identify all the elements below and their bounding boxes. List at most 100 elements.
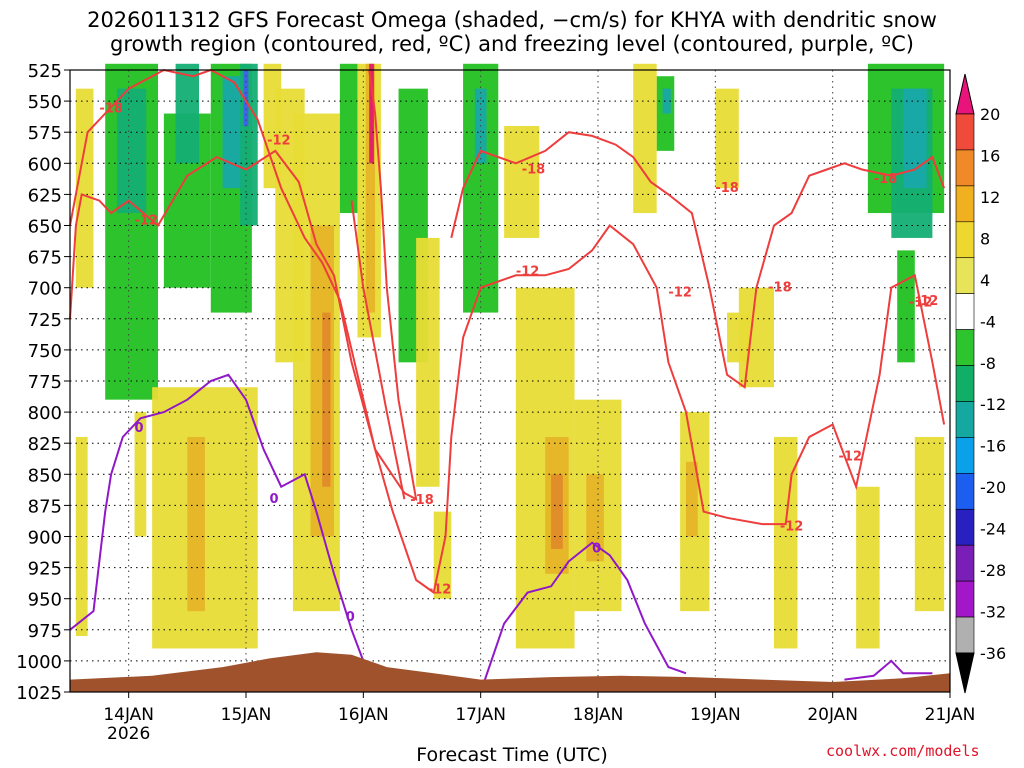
- dgz-contour-label: -18: [99, 101, 123, 116]
- x-tick-label: 20JAN: [807, 705, 858, 725]
- omega-cell: [116, 88, 147, 214]
- omega-cell: [633, 63, 657, 214]
- omega-cell: [715, 88, 739, 189]
- y-tick-label: 650: [28, 217, 62, 238]
- colorbar-label: -32: [980, 603, 1006, 622]
- y-tick-label: 1000: [16, 652, 62, 673]
- freezing-contour-label: 0: [135, 421, 144, 436]
- x-tick-label: 14JAN: [103, 705, 154, 725]
- x-tick-label: 21JAN: [925, 705, 976, 725]
- dgz-contour-label: -12: [428, 583, 452, 598]
- chart-title-line2: growth region (contoured, red, ºC) and f…: [110, 32, 914, 56]
- dgz-contour-label: -12: [915, 294, 939, 309]
- y-tick-label: 825: [28, 434, 62, 455]
- dgz-contour-label: -18: [874, 172, 898, 187]
- omega-cell: [586, 474, 604, 562]
- omega-shading: [75, 63, 945, 649]
- omega-cell: [416, 237, 440, 487]
- y-tick-label: 750: [28, 341, 62, 362]
- y-tick-label: 1025: [16, 683, 62, 704]
- dgz-contour-label: -18: [715, 181, 739, 196]
- dgz-contour-label: -18: [522, 162, 546, 177]
- omega-cell: [339, 63, 358, 214]
- colorbar-swatch: [955, 580, 975, 618]
- x-tick-label: 16JAN: [338, 705, 389, 725]
- y-tick-label: 800: [28, 403, 62, 424]
- colorbar-label: 4: [980, 271, 990, 290]
- dgz-contour-18b: [450, 131, 946, 389]
- colorbar-label: 12: [980, 188, 1000, 207]
- chart-title-line1: 2026011312 GFS Forecast Omega (shaded, −…: [87, 8, 937, 32]
- colorbar-label: 16: [980, 146, 1000, 165]
- y-tick-label: 900: [28, 528, 62, 549]
- y-tick-label: 525: [28, 61, 62, 82]
- colorbar-label: -28: [980, 561, 1006, 580]
- dgz-contour-label: -12: [909, 295, 933, 310]
- colorbar-swatch: [955, 149, 975, 187]
- y-tick-label: 725: [28, 310, 62, 331]
- freezing-contour-label: 0: [346, 610, 355, 625]
- colorbar-swatch: [955, 257, 975, 294]
- colorbar-label: -16: [980, 437, 1006, 456]
- colorbar-swatch: [955, 185, 975, 223]
- colorbar-swatch: [955, 437, 975, 474]
- omega-cell: [504, 125, 540, 238]
- colorbar-bottom-arrow: [955, 652, 975, 694]
- colorbar-swatch: [955, 544, 975, 582]
- dgz-contour-label: -18: [410, 493, 434, 508]
- omega-cell: [240, 63, 258, 226]
- colorbar-swatch: [955, 113, 975, 151]
- colorbar-label: -20: [980, 478, 1006, 497]
- colorbar-label: -36: [980, 644, 1006, 663]
- colorbar-label: 20: [980, 105, 1000, 124]
- omega-cell: [365, 63, 376, 313]
- dgz-contour-label: -12: [135, 213, 159, 228]
- dgz-contour-18a: [69, 68, 418, 502]
- x-axis-label: Forecast Time (UTC): [416, 744, 608, 766]
- dgz-contour-18c: [350, 200, 406, 500]
- colorbar-swatch: [955, 293, 975, 330]
- omega-cell: [662, 88, 671, 114]
- x-year-label: 2026: [107, 724, 150, 744]
- dgz-contour-12: [69, 149, 946, 595]
- omega-cell: [914, 436, 945, 612]
- x-tick-label: 15JAN: [221, 705, 272, 725]
- contour-lines: -18-12-12-18-12-18-12 -18-12-18-12-12-12-…: [69, 68, 946, 693]
- omega-cell: [187, 436, 205, 612]
- dgz-contour-label: -12: [516, 264, 540, 279]
- y-tick-label: 550: [28, 92, 62, 113]
- dgz-contour-label: -12: [780, 519, 804, 534]
- omega-cell: [903, 88, 927, 189]
- y-tick-label: 850: [28, 465, 62, 486]
- x-tick-label: 18JAN: [573, 705, 624, 725]
- x-tick-label: 17JAN: [455, 705, 506, 725]
- dgz-contour-label: -18: [768, 280, 792, 295]
- terrain-fill: [70, 652, 950, 692]
- freezing-contour-b: [479, 541, 687, 693]
- credit-text: coolwx.com/models: [826, 742, 980, 760]
- y-tick-label: 875: [28, 496, 62, 517]
- colorbar-label: -12: [980, 395, 1006, 414]
- colorbar-label: -8: [980, 354, 996, 373]
- gridlines: [70, 69, 951, 693]
- colorbar-label: -24: [980, 520, 1006, 539]
- omega-cell: [686, 461, 698, 537]
- omega-cell: [774, 436, 798, 649]
- colorbar-swatch: [955, 616, 975, 654]
- omega-cell: [322, 312, 331, 487]
- freezing-contour-a: [69, 373, 365, 662]
- y-tick-label: 925: [28, 559, 62, 580]
- y-tick-label: 700: [28, 279, 62, 300]
- colorbar-swatch: [955, 508, 975, 546]
- y-tick-label: 675: [28, 248, 62, 269]
- colorbar: 20 16 12 8 4 -4 -8 -12 -16 -20 -24 -28 -32 -36: [955, 73, 1006, 694]
- colorbar-label: 8: [980, 229, 990, 248]
- y-tick-label: 975: [28, 621, 62, 642]
- colorbar-swatch: [955, 221, 975, 259]
- omega-cell: [175, 63, 200, 164]
- x-tick-label: 19JAN: [690, 705, 741, 725]
- colorbar-swatch: [955, 329, 975, 366]
- dgz-contour-label: -12: [839, 450, 863, 465]
- colorbar-top-arrow: [955, 73, 975, 115]
